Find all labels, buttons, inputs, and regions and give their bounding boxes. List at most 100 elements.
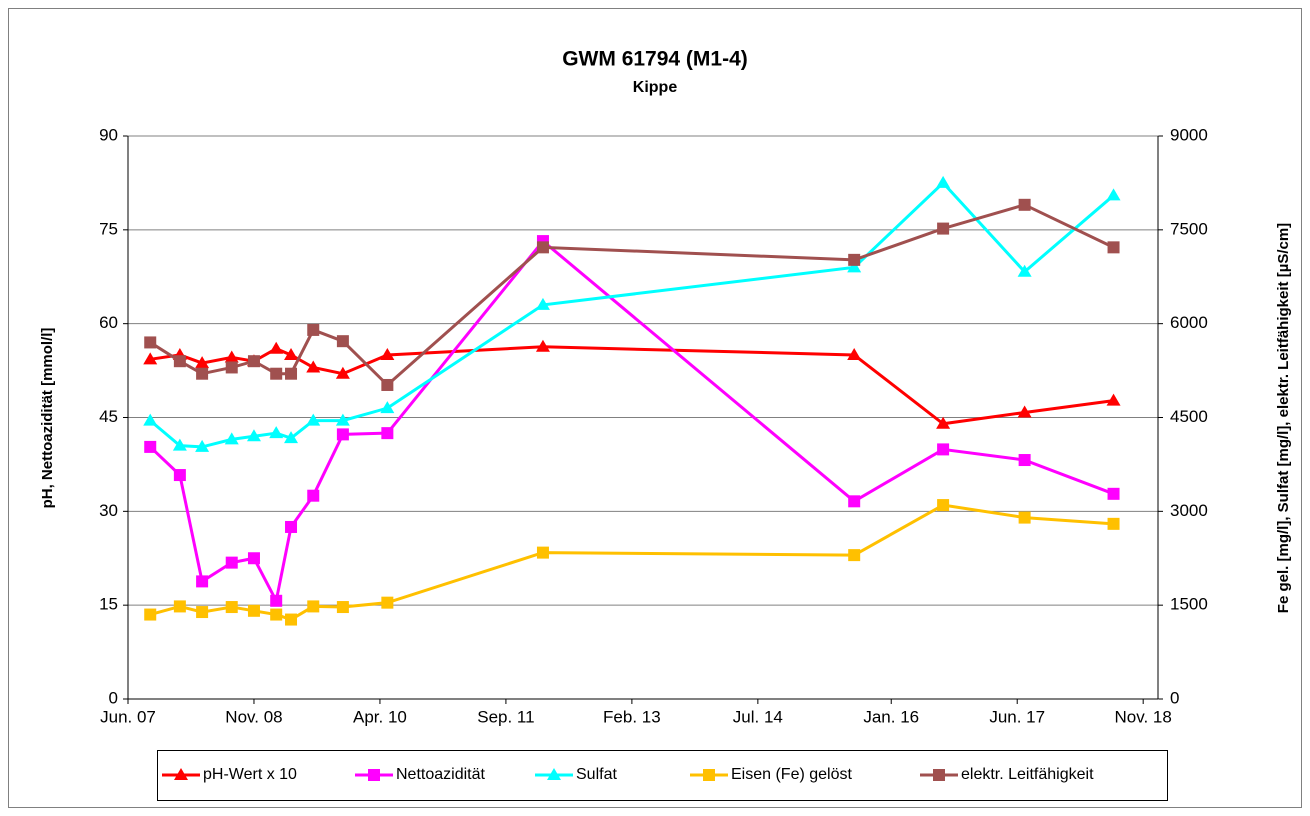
legend-marker bbox=[368, 769, 380, 781]
x-tick-label: Jun. 07 bbox=[100, 707, 156, 726]
x-tick-label: Nov. 08 bbox=[225, 707, 282, 726]
data-point bbox=[937, 222, 950, 235]
data-point bbox=[336, 335, 349, 348]
data-point bbox=[247, 552, 260, 565]
data-point bbox=[936, 175, 951, 188]
legend-label: Eisen (Fe) gelöst bbox=[731, 766, 852, 783]
legend-marker bbox=[933, 769, 945, 781]
data-point bbox=[247, 604, 260, 617]
legend-marker bbox=[703, 769, 715, 781]
x-tick-label: Nov. 18 bbox=[1115, 707, 1172, 726]
x-tick-label: Jun. 17 bbox=[989, 707, 1045, 726]
y2-axis-label: Fe gel. [mg/l], Sulfat [mg/l], elektr. L… bbox=[1275, 223, 1292, 613]
y-tick-label: 15 bbox=[99, 595, 118, 614]
data-point bbox=[335, 413, 350, 426]
data-point bbox=[1017, 405, 1032, 418]
y2-tick-label: 4500 bbox=[1170, 407, 1208, 426]
y-tick-label: 45 bbox=[99, 407, 118, 426]
legend-marker bbox=[174, 768, 188, 780]
data-point bbox=[196, 575, 209, 588]
data-point bbox=[1106, 393, 1121, 406]
data-point bbox=[1107, 517, 1120, 530]
y2-tick-label: 0 bbox=[1170, 688, 1179, 707]
data-point bbox=[173, 355, 186, 368]
data-point bbox=[195, 356, 210, 369]
y-tick-label: 90 bbox=[99, 125, 118, 144]
data-point bbox=[381, 596, 394, 609]
chart-title: GWM 61794 (M1-4) bbox=[562, 48, 748, 71]
legend-label: elektr. Leitfähigkeit bbox=[961, 766, 1094, 783]
data-point bbox=[224, 432, 239, 445]
data-point bbox=[285, 613, 298, 626]
y-tick-label: 30 bbox=[99, 501, 118, 520]
data-point bbox=[336, 428, 349, 441]
data-point bbox=[173, 469, 186, 482]
y-axis-label: pH, Nettoazidität [mmol/l] bbox=[39, 328, 56, 509]
x-tick-label: Apr. 10 bbox=[353, 707, 407, 726]
data-point bbox=[144, 336, 157, 349]
data-point bbox=[536, 546, 549, 559]
y2-tick-label: 1500 bbox=[1170, 595, 1208, 614]
data-point bbox=[381, 427, 394, 440]
data-point bbox=[1106, 188, 1121, 201]
data-point bbox=[269, 426, 284, 439]
data-point bbox=[847, 260, 862, 273]
data-point bbox=[284, 431, 299, 444]
legend-label: pH-Wert x 10 bbox=[203, 766, 297, 783]
chart-frame bbox=[8, 8, 1302, 808]
data-point bbox=[1018, 454, 1031, 467]
data-point bbox=[307, 489, 320, 502]
data-point bbox=[270, 367, 283, 380]
data-point bbox=[335, 366, 350, 379]
data-point bbox=[196, 367, 209, 380]
chart-subtitle: Kippe bbox=[633, 79, 678, 96]
data-point bbox=[144, 608, 157, 621]
data-point bbox=[143, 352, 158, 365]
y2-tick-label: 9000 bbox=[1170, 125, 1208, 144]
data-point bbox=[143, 413, 158, 426]
data-point bbox=[306, 360, 321, 373]
y-tick-label: 75 bbox=[99, 219, 118, 238]
data-point bbox=[225, 361, 238, 374]
x-tick-label: Sep. 11 bbox=[477, 707, 534, 726]
data-point bbox=[173, 600, 186, 613]
data-point bbox=[196, 606, 209, 619]
x-tick-label: Jul. 14 bbox=[733, 707, 783, 726]
data-point bbox=[937, 443, 950, 456]
data-point bbox=[247, 355, 260, 368]
legend-marker bbox=[547, 768, 561, 780]
legend-label: Sulfat bbox=[576, 766, 617, 783]
data-point bbox=[1018, 511, 1031, 524]
data-point bbox=[307, 323, 320, 336]
data-point bbox=[307, 600, 320, 613]
data-point bbox=[1018, 198, 1031, 211]
data-point bbox=[1107, 487, 1120, 500]
y-tick-label: 60 bbox=[99, 313, 118, 332]
y2-tick-label: 6000 bbox=[1170, 313, 1208, 332]
legend-label: Nettoazidität bbox=[396, 766, 485, 783]
data-point bbox=[1107, 241, 1120, 254]
data-point bbox=[535, 339, 550, 352]
data-point bbox=[380, 347, 395, 360]
data-point bbox=[224, 350, 239, 363]
data-point bbox=[225, 556, 238, 569]
y-tick-label: 0 bbox=[109, 688, 118, 707]
data-point bbox=[285, 520, 298, 533]
data-point bbox=[535, 297, 550, 310]
data-point bbox=[848, 549, 861, 562]
data-point bbox=[381, 378, 394, 391]
data-point bbox=[306, 413, 321, 426]
data-point bbox=[144, 440, 157, 453]
data-point bbox=[937, 499, 950, 512]
data-point bbox=[246, 429, 261, 442]
data-point bbox=[172, 438, 187, 451]
data-point bbox=[1017, 264, 1032, 277]
data-point bbox=[225, 601, 238, 614]
data-point bbox=[270, 608, 283, 621]
data-point bbox=[285, 367, 298, 380]
x-tick-label: Jan. 16 bbox=[863, 707, 919, 726]
data-point bbox=[936, 416, 951, 429]
data-point bbox=[848, 495, 861, 508]
data-point bbox=[848, 253, 861, 266]
